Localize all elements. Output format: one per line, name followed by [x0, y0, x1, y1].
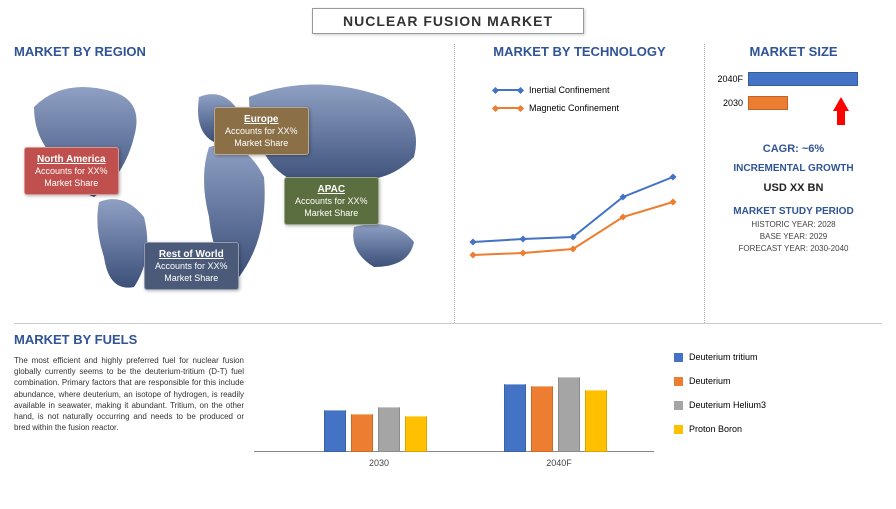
bar: [504, 384, 526, 452]
fuels-bar-chart: 2030 2040F: [254, 332, 654, 472]
technology-section: MARKET BY TECHNOLOGY Inertial Confinemen…: [454, 44, 704, 323]
historic-year: HISTORIC YEAR: 2028: [713, 220, 874, 229]
bar: [378, 407, 400, 452]
bar: [558, 377, 580, 452]
line-marker-icon: [493, 107, 523, 109]
bar: [531, 386, 553, 452]
forecast-year: FORECAST YEAR: 2030-2040: [713, 244, 874, 253]
usd-value: USD XX BN: [713, 182, 874, 194]
cagr-text: CAGR: ~6%: [713, 143, 874, 155]
page-title: NUCLEAR FUSION MARKET: [312, 8, 584, 34]
technology-line-chart: [463, 147, 683, 277]
bar-group: [504, 377, 607, 452]
fuels-section: MARKET BY FUELS The most efficient and h…: [14, 324, 882, 489]
fuel-legend-item: Deuterium tritium: [674, 352, 882, 362]
tech-legend-1: Inertial Confinement: [493, 85, 696, 95]
region-heading: MARKET BY REGION: [14, 44, 454, 59]
fuels-chart-col: 2030 2040F: [244, 332, 664, 489]
size-heading: MARKET SIZE: [713, 44, 874, 59]
region-label: EuropeAccounts for XX%Market Share: [214, 107, 309, 155]
tech-legend-2: Magnetic Confinement: [493, 103, 696, 113]
tech-legend-2-label: Magnetic Confinement: [529, 103, 619, 113]
region-label: Rest of WorldAccounts for XX%Market Shar…: [144, 242, 239, 290]
fuels-text-col: MARKET BY FUELS The most efficient and h…: [14, 332, 244, 489]
bar-group: [324, 407, 427, 452]
base-year: BASE YEAR: 2029: [713, 232, 874, 241]
size-bar-row: 2030: [713, 91, 874, 115]
fuels-body-text: The most efficient and highly preferred …: [14, 355, 244, 433]
top-row: MARKET BY REGION: [14, 44, 882, 324]
group-label: 2030: [319, 458, 439, 468]
size-bar-row: 2040F: [713, 67, 874, 91]
technology-heading: MARKET BY TECHNOLOGY: [463, 44, 696, 59]
bar: [324, 410, 346, 452]
title-wrap: NUCLEAR FUSION MARKET: [14, 8, 882, 38]
group-label: 2040F: [499, 458, 619, 468]
bar: [405, 416, 427, 452]
region-label: North AmericaAccounts for XX%Market Shar…: [24, 147, 119, 195]
incremental-growth-label: INCREMENTAL GROWTH: [713, 163, 874, 174]
region-label: APACAccounts for XX%Market Share: [284, 177, 379, 225]
bar: [351, 414, 373, 452]
bar: [585, 390, 607, 452]
fuels-heading: MARKET BY FUELS: [14, 332, 244, 347]
tech-legend-1-label: Inertial Confinement: [529, 85, 610, 95]
fuel-legend-item: Proton Boron: [674, 424, 882, 434]
market-size-section: MARKET SIZE 2040F2030 CAGR: ~6% INCREMEN…: [704, 44, 882, 323]
fuel-legend-item: Deuterium Helium3: [674, 400, 882, 410]
arrow-up-icon: [833, 97, 849, 111]
fuel-legend-item: Deuterium: [674, 376, 882, 386]
world-map: North AmericaAccounts for XX%Market Shar…: [14, 67, 444, 307]
fuels-legend: Deuterium tritium Deuterium Deuterium Heli…: [664, 332, 882, 489]
size-bar-chart: 2040F2030: [713, 67, 874, 137]
infographic-container: NUCLEAR FUSION MARKET MARKET BY REGION: [0, 0, 896, 509]
study-period-heading: MARKET STUDY PERIOD: [713, 206, 874, 217]
region-section: MARKET BY REGION: [14, 44, 454, 323]
line-marker-icon: [493, 89, 523, 91]
